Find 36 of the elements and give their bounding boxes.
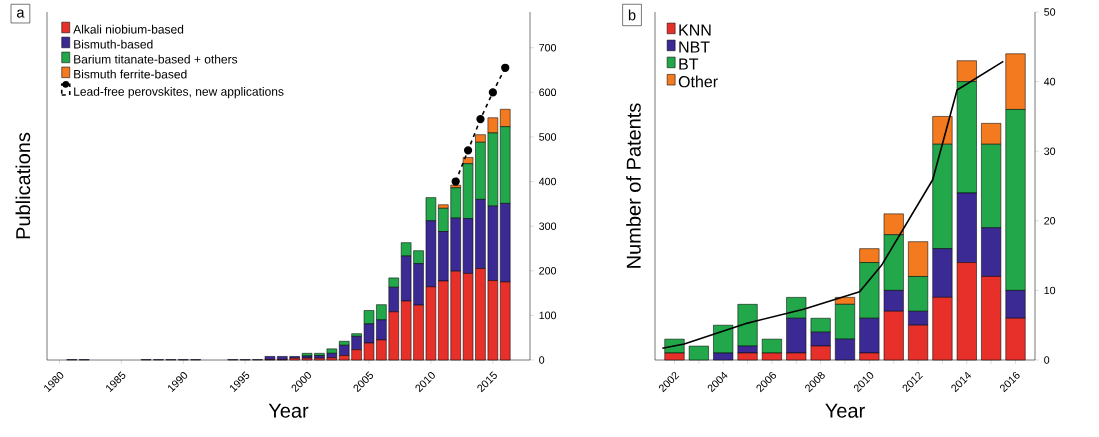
legend-label: Barium titanate-based + others bbox=[74, 54, 238, 64]
point bbox=[451, 177, 460, 186]
point bbox=[476, 114, 485, 124]
x-axis-title: Year bbox=[268, 403, 309, 418]
bar bbox=[326, 348, 338, 354]
legend-label: NBT bbox=[679, 41, 710, 53]
y-tick-label: 500 bbox=[539, 133, 557, 141]
chart-title: a bbox=[16, 9, 25, 18]
y-axis-title: Publications bbox=[15, 132, 31, 239]
y-tick-label: 0 bbox=[539, 356, 545, 364]
legend-label: Bismuth ferrite-based bbox=[74, 69, 187, 79]
legend-label: Bismuth-based bbox=[74, 39, 153, 49]
legend-label: Lead-free perovskites, new applications bbox=[74, 87, 284, 99]
legend-label: Alkali niobium-based bbox=[73, 24, 184, 34]
legend-label: KNN bbox=[679, 24, 711, 36]
point bbox=[501, 63, 510, 72]
y-tick-label: 20 bbox=[1044, 217, 1056, 225]
y-tick-label: 600 bbox=[539, 88, 557, 97]
legend-label: Other bbox=[678, 75, 718, 88]
y-tick-label: 400 bbox=[538, 177, 557, 186]
point bbox=[463, 146, 473, 155]
legend-label: BT bbox=[679, 58, 699, 70]
y-tick-label: 300 bbox=[539, 222, 557, 230]
y-tick-label: 40 bbox=[1043, 77, 1056, 86]
y-tick-label: 200 bbox=[539, 267, 557, 275]
y-tick-label: 700 bbox=[539, 43, 557, 52]
y-tick-label: 30 bbox=[1044, 147, 1056, 155]
line-series bbox=[661, 60, 1005, 349]
y-tick-label: 100 bbox=[539, 311, 557, 320]
point bbox=[488, 88, 497, 97]
chart-title: b bbox=[628, 9, 636, 21]
y-tick-label: 50 bbox=[1044, 8, 1056, 16]
y-tick-label: 10 bbox=[1044, 286, 1056, 295]
y-axis-title: Number of Patents bbox=[626, 103, 641, 268]
x-axis-title: Year bbox=[825, 403, 865, 418]
y-tick-label: 0 bbox=[1044, 356, 1050, 364]
